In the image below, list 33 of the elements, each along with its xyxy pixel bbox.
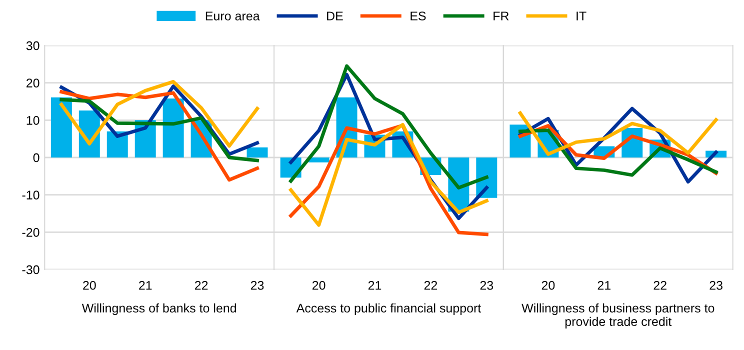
- bar: [246, 147, 268, 158]
- y-tick-label: 20: [26, 78, 40, 88]
- x-tick-label: 23: [710, 280, 722, 290]
- y-tick-label: -10: [22, 190, 40, 200]
- x-axis-title: Access to public financial support: [296, 303, 482, 316]
- legend-label: Euro area: [206, 12, 260, 20]
- x-tick-label: 22: [424, 280, 438, 290]
- x-tick-label: 20: [312, 280, 326, 290]
- x-tick-label: 21: [139, 280, 152, 290]
- y-tick-label: -20: [22, 228, 40, 237]
- y-tick-label: -30: [22, 265, 40, 274]
- x-tick-label: 20: [83, 280, 96, 290]
- line-series: [60, 90, 259, 182]
- x-tick-label: 23: [250, 280, 264, 290]
- y-tick-label: 10: [26, 116, 40, 125]
- x-tick-label: 21: [598, 280, 610, 290]
- x-tick-label: 23: [480, 280, 494, 290]
- x-tick-label: 22: [194, 280, 208, 290]
- bar: [50, 97, 72, 158]
- legend-label: IT: [576, 12, 586, 20]
- bar: [308, 158, 330, 162]
- x-tick-label: 22: [654, 280, 666, 290]
- y-tick-label: 0: [33, 153, 40, 162]
- line-series: [60, 80, 259, 148]
- x-axis-title: Willingness of banks to lend: [82, 303, 236, 316]
- line-series: [60, 98, 259, 162]
- legend-label: FR: [494, 12, 509, 20]
- legend-label: ES: [410, 12, 426, 20]
- x-tick-label: 21: [368, 280, 382, 290]
- x-tick-label: 20: [542, 280, 555, 290]
- legend-label: DE: [327, 12, 343, 20]
- y-tick-label: 30: [26, 41, 40, 50]
- x-axis-title: Willingness of business partners to provide trade credit: [522, 303, 714, 328]
